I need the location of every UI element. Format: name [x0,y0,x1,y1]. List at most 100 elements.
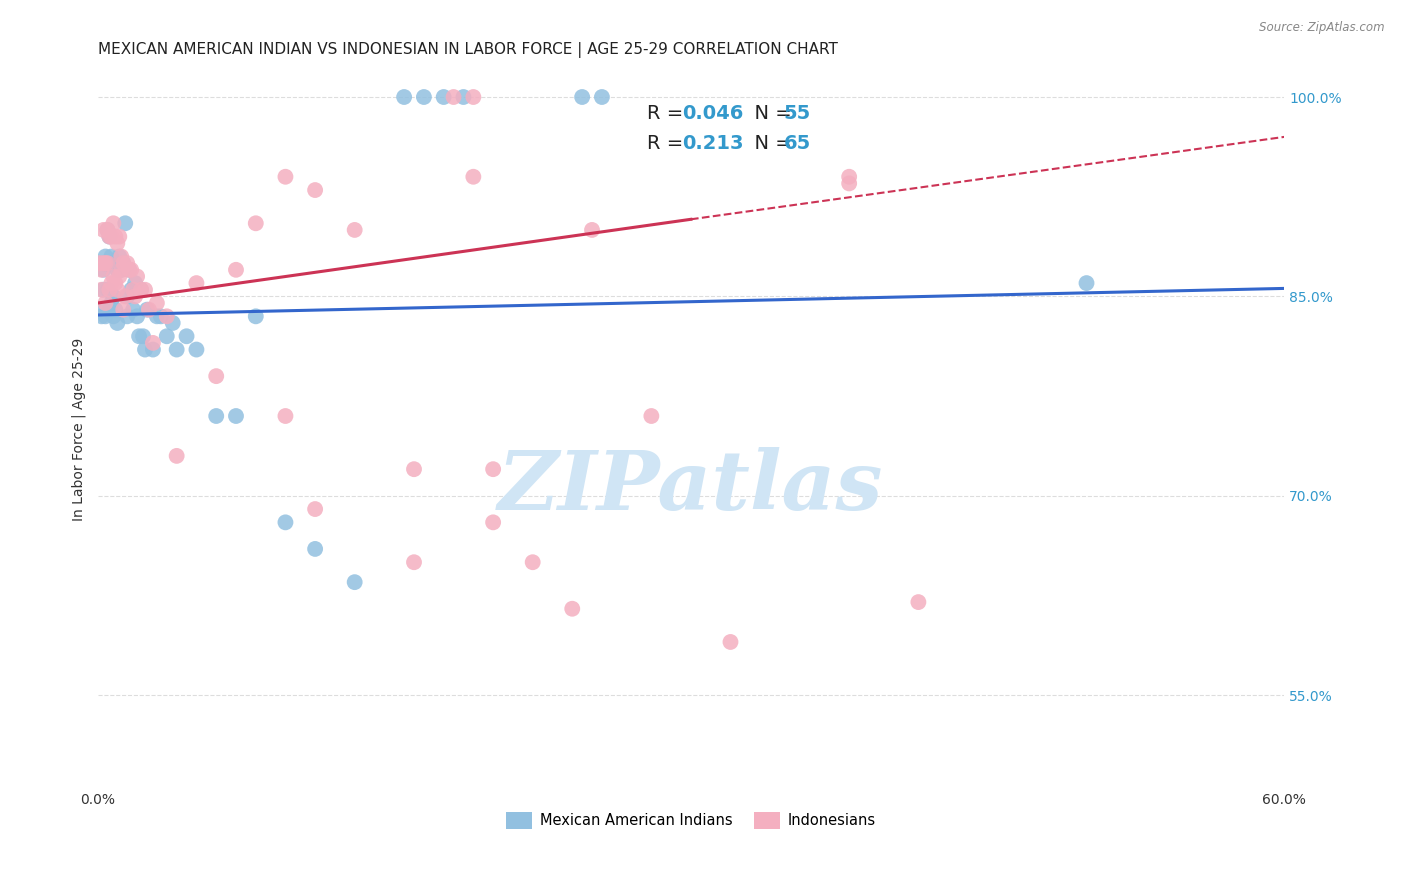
Point [96,223,118,237]
Point [138,302,160,317]
Point [245,310,267,324]
Point [225,409,247,423]
Point [392,90,415,104]
Point [149,310,172,324]
Text: ZIPatlas: ZIPatlas [498,447,884,526]
Point [186,276,208,290]
Point [640,409,662,423]
Y-axis label: In Labor Force | Age 25-29: In Labor Force | Age 25-29 [72,338,86,521]
Point [115,310,138,324]
Point [225,262,247,277]
Point [838,169,860,184]
Point [100,229,122,244]
Point [146,310,169,324]
Point [176,329,198,343]
Point [186,343,208,357]
Point [104,229,127,244]
Point [100,276,122,290]
Point [104,302,127,317]
Point [110,250,132,264]
Point [94,250,117,264]
Point [343,223,366,237]
Point [93,256,115,270]
Point [104,256,127,270]
Point [94,310,117,324]
Point [166,449,188,463]
Point [591,90,613,104]
Point [245,216,267,230]
Point [100,250,122,264]
Point [112,256,135,270]
Text: 55: 55 [783,104,811,123]
Point [402,555,425,569]
Point [105,283,128,297]
Point [112,256,135,270]
Text: R =: R = [647,134,696,153]
Point [103,269,125,284]
Point [482,462,505,476]
Point [115,289,138,303]
Point [105,262,128,277]
Point [274,169,297,184]
Point [274,409,297,423]
Point [118,262,141,277]
Point [90,262,112,277]
Text: MEXICAN AMERICAN INDIAN VS INDONESIAN IN LABOR FORCE | AGE 25-29 CORRELATION CHA: MEXICAN AMERICAN INDIAN VS INDONESIAN IN… [97,42,838,58]
Point [103,289,125,303]
Point [108,250,131,264]
Point [110,262,132,277]
Point [205,409,228,423]
Point [98,302,121,317]
Point [304,502,326,516]
Point [105,316,128,330]
Point [205,369,228,384]
Point [110,262,132,277]
Point [122,302,145,317]
Text: N =: N = [742,104,799,123]
Point [118,262,141,277]
Text: 0.046: 0.046 [683,104,744,123]
Point [412,90,434,104]
Point [720,635,742,649]
Point [907,595,929,609]
Point [115,256,138,270]
Point [134,343,156,357]
Point [127,269,149,284]
Point [166,343,188,357]
Point [134,283,156,297]
Point [96,256,118,270]
Point [129,283,152,297]
Point [96,223,118,237]
Text: N =: N = [742,134,799,153]
Point [146,296,169,310]
Point [112,302,135,317]
Point [108,269,131,284]
Point [1076,276,1098,290]
Point [108,229,131,244]
Point [343,575,366,590]
Point [433,90,456,104]
Point [124,276,146,290]
Point [156,310,179,324]
Point [132,329,155,343]
Point [89,256,111,270]
Point [90,283,112,297]
Point [103,310,125,324]
Text: Source: ZipAtlas.com: Source: ZipAtlas.com [1260,21,1385,34]
Point [402,462,425,476]
Point [90,310,112,324]
Point [127,310,149,324]
Point [142,343,165,357]
Point [162,316,184,330]
Point [838,177,860,191]
Point [103,216,125,230]
Point [114,289,136,303]
Point [98,229,121,244]
Text: 0.213: 0.213 [683,134,744,153]
Point [581,223,603,237]
Text: 65: 65 [783,134,811,153]
Point [128,329,150,343]
Point [561,601,583,615]
Point [104,276,127,290]
Point [98,283,121,297]
